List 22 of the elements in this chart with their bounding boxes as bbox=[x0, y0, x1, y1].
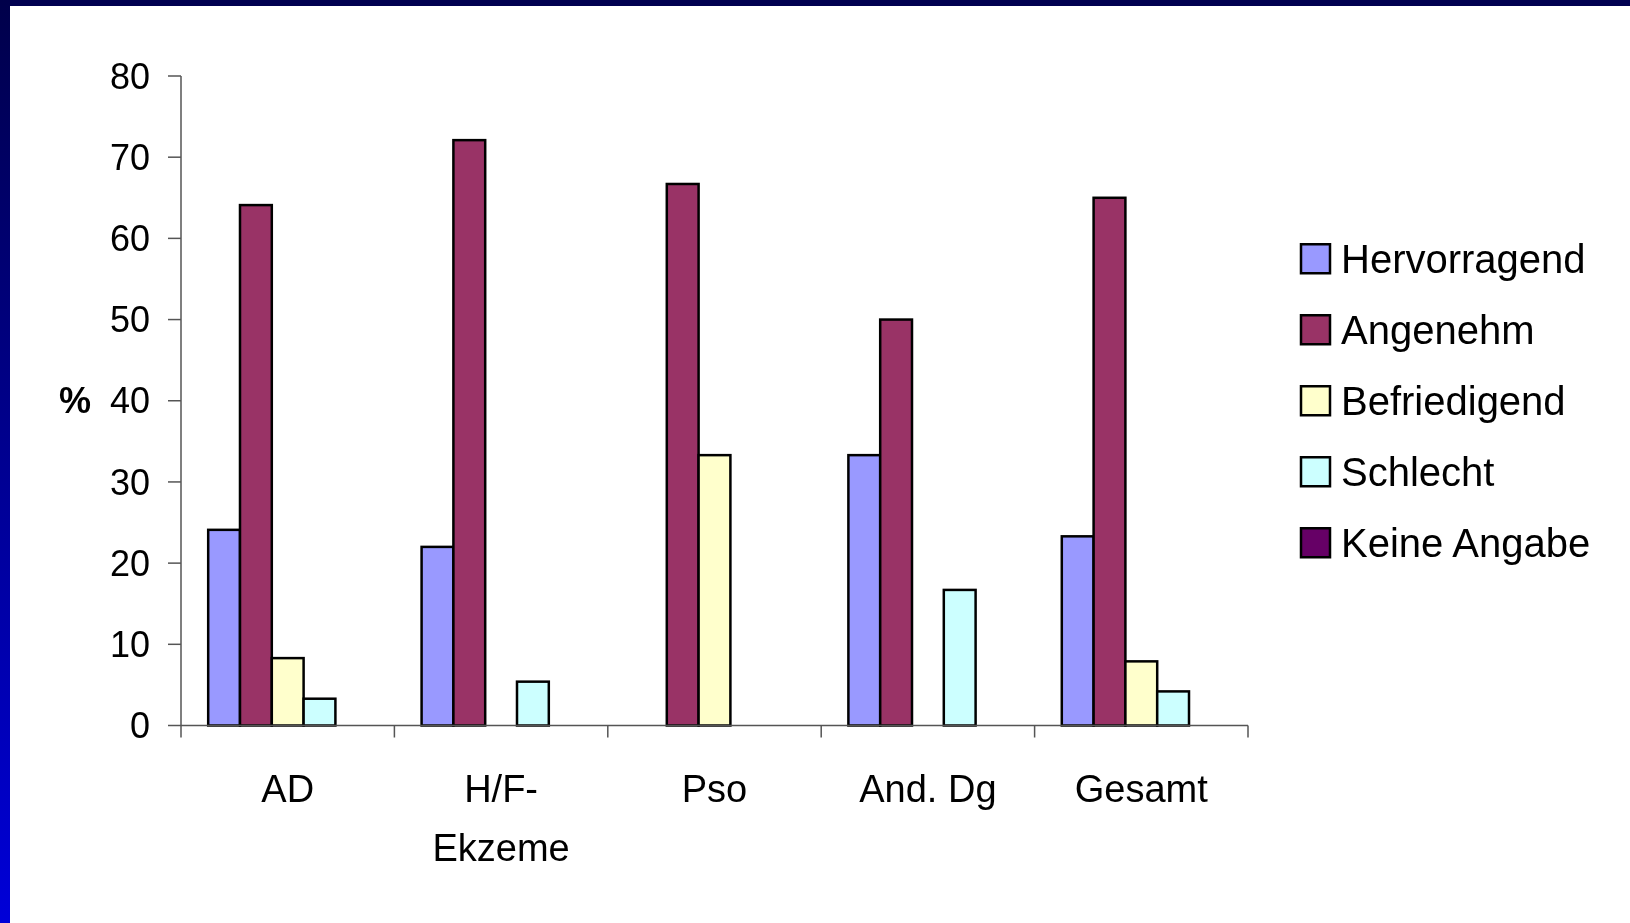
bar bbox=[942, 588, 977, 727]
x-tick-label: Pso bbox=[681, 768, 748, 810]
y-tick-label: 0 bbox=[129, 705, 150, 747]
y-tick-label: 50 bbox=[109, 299, 150, 341]
x-tick-label: H/F-Ekzeme bbox=[432, 768, 570, 869]
y-tick-label: 70 bbox=[109, 136, 150, 178]
legend-label: Schlecht bbox=[1341, 449, 1495, 494]
x-tick-label: Gesamt bbox=[1074, 768, 1209, 810]
y-axis-title: % bbox=[58, 380, 91, 422]
legend-label: Keine Angabe bbox=[1341, 520, 1591, 565]
y-tick-label: 60 bbox=[109, 217, 150, 259]
x-tick-label: AD bbox=[261, 768, 315, 810]
legend-label: Hervorragend bbox=[1341, 236, 1586, 281]
legend-label: Angenehm bbox=[1341, 307, 1535, 352]
y-tick-label: 10 bbox=[109, 623, 150, 665]
x-tick-label: And. Dg bbox=[859, 768, 997, 810]
legend-label: Befriedigend bbox=[1341, 378, 1566, 423]
y-tick-label: 30 bbox=[109, 461, 150, 503]
y-tick-label: 40 bbox=[109, 380, 150, 422]
bar bbox=[515, 680, 551, 727]
y-tick-label: 80 bbox=[109, 55, 150, 97]
y-tick-label: 20 bbox=[109, 542, 150, 584]
